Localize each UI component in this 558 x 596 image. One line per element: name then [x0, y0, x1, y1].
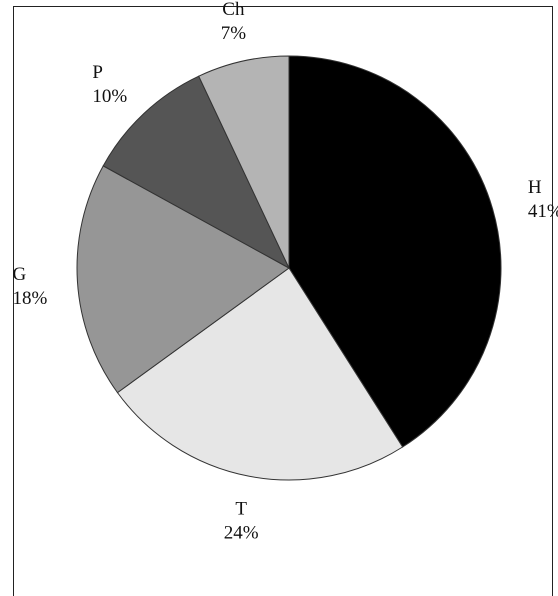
slice-label-g: G	[13, 264, 27, 285]
slice-percent-g: 18%	[13, 288, 48, 309]
slice-label-t: T	[235, 499, 247, 520]
slice-percent-h: 41%	[528, 201, 558, 222]
slice-label-ch: Ch	[222, 0, 245, 20]
slice-percent-p: 10%	[92, 86, 127, 107]
slice-percent-t: 24%	[224, 523, 259, 544]
pie-slices	[77, 56, 501, 480]
slice-label-p: P	[92, 62, 103, 83]
slice-percent-ch: 7%	[221, 23, 247, 44]
slice-label-h: H	[528, 177, 542, 198]
